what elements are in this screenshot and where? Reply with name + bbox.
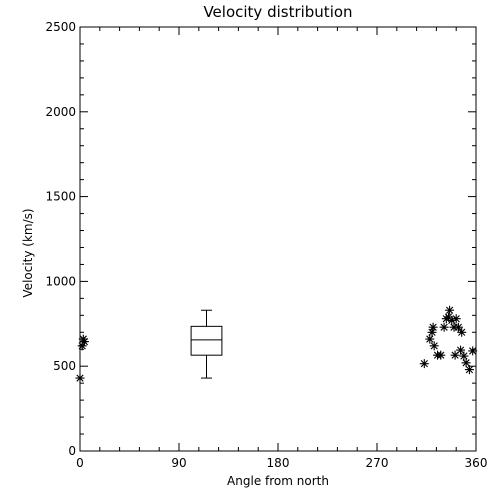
data-point: [77, 341, 87, 351]
boxplot-box: [190, 325, 223, 356]
chart-title: Velocity distribution: [203, 3, 352, 21]
y-tick-label: 1000: [45, 274, 76, 288]
x-axis-label: Angle from north: [227, 474, 329, 488]
data-point: [425, 334, 435, 344]
data-point: [419, 359, 429, 369]
data-point: [464, 365, 474, 375]
y-tick-label: 2000: [45, 105, 76, 119]
data-point: [461, 358, 471, 368]
data-point: [450, 350, 460, 360]
data-point: [428, 322, 438, 332]
plot-frame: [79, 26, 477, 452]
y-axis-label: Velocity (km/s): [21, 208, 35, 297]
data-point: [459, 351, 469, 361]
plot-area: 0 90 180 270 360 0 500 1000 1500 2000 2500: [45, 20, 487, 470]
data-point: [451, 314, 461, 324]
data-point: [79, 337, 89, 347]
data-point: [436, 350, 446, 360]
data-point: [453, 322, 463, 332]
data-point: [456, 345, 466, 355]
x-tick-label: 90: [171, 456, 186, 470]
y-tick-label: 0: [68, 444, 76, 458]
x-tick-label: 180: [267, 456, 290, 470]
data-point: [468, 346, 478, 356]
data-point: [447, 315, 457, 325]
data-point: [427, 327, 437, 337]
y-tick-label: 2500: [45, 20, 76, 34]
data-point: [445, 305, 455, 315]
y-tick-label: 500: [53, 359, 76, 373]
data-point: [444, 312, 453, 322]
data-point: [429, 341, 439, 351]
data-point: [78, 334, 88, 344]
y-tick-label: 1500: [45, 190, 76, 204]
data-point: [75, 373, 85, 383]
x-tick-label: 270: [366, 456, 389, 470]
x-tick-label: 360: [465, 456, 488, 470]
data-point: [439, 322, 449, 332]
data-point: [457, 327, 467, 337]
x-tick-label: 0: [76, 456, 84, 470]
